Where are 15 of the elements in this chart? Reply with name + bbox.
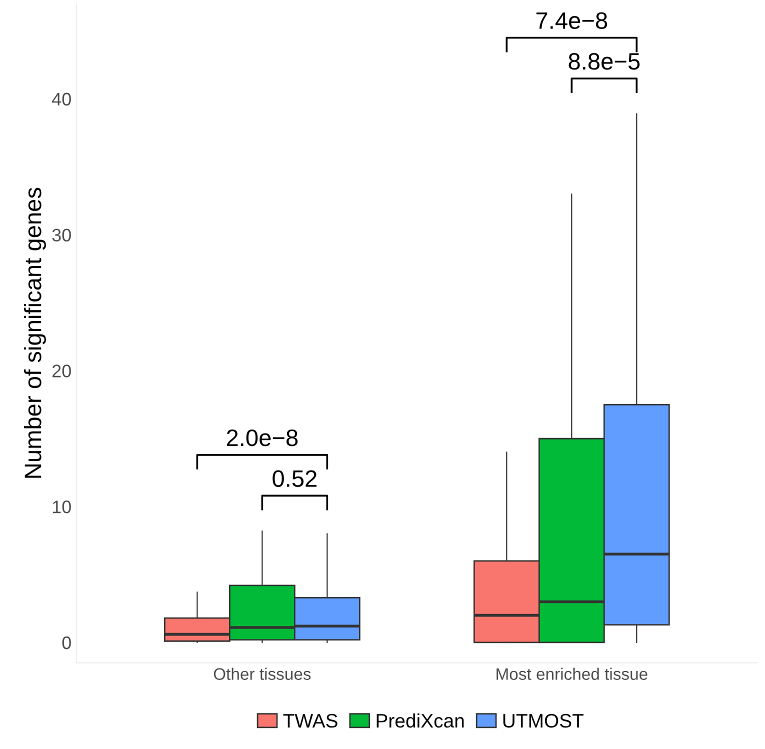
legend-label: TWAS <box>283 714 338 728</box>
annotation: 7.4e−8 <box>536 12 608 29</box>
y-tick-label: 40 <box>52 92 71 106</box>
y-axis-title: Number of significant genes <box>24 188 46 478</box>
y-tick-label: 20 <box>52 364 71 378</box>
legend-label: PrediXcan <box>376 713 464 728</box>
y-tick-label: 10 <box>52 500 71 514</box>
x-tick-label: Most enriched tissue <box>496 668 648 680</box>
annotation: 2.0e−8 <box>226 429 298 446</box>
annotation: 0.52 <box>272 470 316 487</box>
y-tick-label: 30 <box>52 228 71 242</box>
annotation: 8.8e−5 <box>568 53 640 70</box>
y-tick-label: 0 <box>62 636 71 650</box>
x-tick-label: Other tissues <box>214 668 311 680</box>
legend-label: UTMOST <box>503 714 584 728</box>
